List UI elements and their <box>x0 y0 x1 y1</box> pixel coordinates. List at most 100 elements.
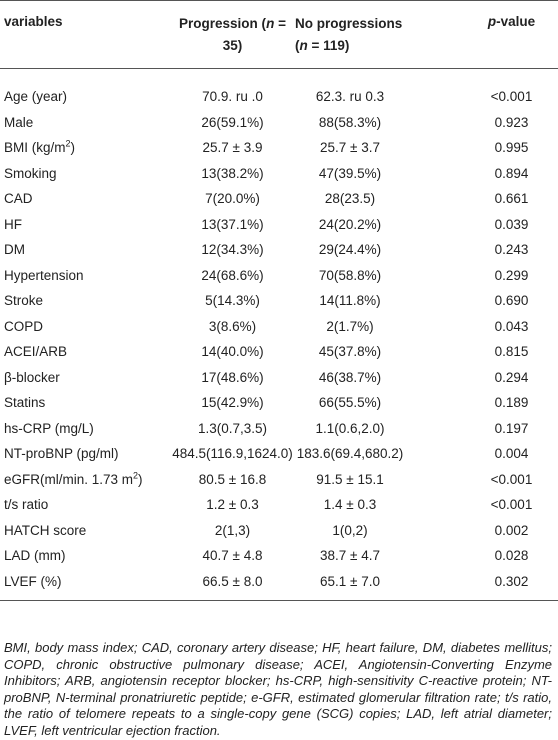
header-cell: variables <box>0 0 170 69</box>
table-row: BMI (kg/m2) 25.7 ± 3.9 25.7 ± 3.7 0.995 <box>0 135 558 161</box>
cell-text: LAD (mm) <box>4 548 66 564</box>
table-row: Hypertension 24(68.6%) 70(58.8%) 0.299 <box>0 263 558 289</box>
header-text: = 35) <box>222 15 286 53</box>
table-row: HATCH score 2(1,3) 1(0,2) 0.002 <box>0 518 558 544</box>
variable-cell: Stroke <box>0 288 170 314</box>
variable-cell: t/s ratio <box>0 492 170 518</box>
value-cell: 28(23.5) <box>324 191 376 207</box>
value-cell: 88(58.3%) <box>318 114 382 130</box>
value-cell: 24(20.2%) <box>318 216 382 232</box>
p-value-cell: <0.001 <box>490 497 533 513</box>
cell-text: NT-proBNP (pg/ml) <box>4 446 119 462</box>
value-cell: 5(14.3%) <box>205 293 260 309</box>
p-value-cell: 0.299 <box>494 267 529 283</box>
table-row: DM 12(34.3%) 29(24.4%) 0.243 <box>0 237 558 263</box>
variable-cell: Smoking <box>0 161 170 187</box>
cell-text: Stroke <box>4 293 44 309</box>
p-value-cell: <0.001 <box>490 89 533 105</box>
value-cell: 1(0,2) <box>332 522 368 538</box>
value-cell: 1.4 ± 0.3 <box>323 497 377 513</box>
value-cell: 65.1 ± 7.0 <box>295 568 405 601</box>
p-value-cell: 0.995 <box>494 140 529 156</box>
value-cell: 3(8.6%) <box>208 318 257 334</box>
p-value-cell: 0.028 <box>494 548 529 564</box>
p-value-cell: 0.189 <box>494 395 529 411</box>
value-cell: 12(34.3%) <box>201 242 264 258</box>
value-cell: 25.7 ± 3.9 <box>202 140 263 156</box>
value-cell: 66.5 ± 8.0 <box>170 568 295 601</box>
value-cell: 62.3. ru 0.3 <box>315 89 385 105</box>
header-cell: p-value <box>405 0 558 69</box>
variable-cell: eGFR(ml/min. 1.73 m2) <box>0 467 170 493</box>
value-cell: 2(1,3) <box>214 522 251 538</box>
table-row: β-blocker 17(48.6%) 46(38.7%) 0.294 <box>0 365 558 391</box>
p-value-cell: 0.004 <box>494 446 529 462</box>
variable-cell: DM <box>0 237 170 263</box>
variable-cell: HATCH score <box>0 518 170 544</box>
table-row: Age (year) 70.9. ru .0 62.3. ru 0.3 <0.001 <box>0 69 558 110</box>
header-cell: Progression (n = 35) <box>170 0 295 69</box>
value-cell: 46(38.7%) <box>318 369 382 385</box>
variable-cell: LVEF (%) <box>0 568 170 601</box>
cell-text: Hypertension <box>4 267 84 283</box>
p-value-cell: 0.294 <box>494 369 529 385</box>
table-row: t/s ratio 1.2 ± 0.3 1.4 ± 0.3 <0.001 <box>0 492 558 518</box>
p-value-cell: 0.923 <box>494 114 529 130</box>
value-cell: 47(39.5%) <box>318 165 382 181</box>
variable-cell: COPD <box>0 314 170 340</box>
value-cell: 7(20.0%) <box>205 191 260 207</box>
p-value-cell: <0.001 <box>490 471 533 487</box>
variable-cell: ACEI/ARB <box>0 339 170 365</box>
value-cell: 45(37.8%) <box>318 344 382 360</box>
p-value-cell: 0.043 <box>494 318 529 334</box>
header-text: = 119) <box>307 37 350 53</box>
value-cell: 14(11.8%) <box>319 293 381 309</box>
cell-text: Male <box>4 114 34 130</box>
variable-cell: CAD <box>0 186 170 212</box>
header-cell: No progressions (n = 119) <box>295 0 405 69</box>
superscript: 2 <box>65 138 71 149</box>
header-text: No progressions ( <box>295 15 403 53</box>
p-value-cell: 0.243 <box>494 242 529 258</box>
p-value-cell: 0.039 <box>494 216 529 232</box>
cell-text: Statins <box>4 395 46 411</box>
superscript: 2 <box>133 470 139 481</box>
cell-text: ) <box>138 471 143 487</box>
cell-text: Smoking <box>4 165 57 181</box>
value-cell: 66(55.5%) <box>318 395 382 411</box>
table-row: COPD 3(8.6%) 2(1.7%) 0.043 <box>0 314 558 340</box>
variable-cell: HF <box>0 212 170 238</box>
value-cell: 13(38.2%) <box>201 165 264 181</box>
table-row: LAD (mm) 40.7 ± 4.8 38.7 ± 4.7 0.028 <box>0 543 558 569</box>
value-cell: 70(58.8%) <box>318 267 382 283</box>
data-table: variables Progression (n = 35) No progre… <box>0 0 558 601</box>
header-text: -value <box>496 14 536 29</box>
header-row: variables Progression (n = 35) No progre… <box>0 0 558 69</box>
table-row: Stroke 5(14.3%) 14(11.8%) 0.690 <box>0 288 558 314</box>
p-value-cell: 0.002 <box>494 522 529 538</box>
header-text: p <box>487 14 497 29</box>
table-row: eGFR(ml/min. 1.73 m2) 80.5 ± 16.8 91.5 ± 1… <box>0 467 558 493</box>
cell-text: CAD <box>4 191 33 207</box>
variable-cell: LAD (mm) <box>0 543 170 569</box>
table-row: CAD 7(20.0%) 28(23.5) 0.661 <box>0 186 558 212</box>
value-cell: 26(59.1%) <box>201 114 264 130</box>
p-value-cell: 0.815 <box>494 344 529 360</box>
table-row: Male 26(59.1%) 88(58.3%) 0.923 <box>0 110 558 136</box>
table-row: Smoking 13(38.2%) 47(39.5%) 0.894 <box>0 161 558 187</box>
value-cell: 17(48.6%) <box>201 369 264 385</box>
header-text: n <box>266 15 275 31</box>
table-body: Age (year) 70.9. ru .0 62.3. ru 0.3 <0.001 M… <box>0 69 558 601</box>
cell-text: BMI (kg/m <box>4 140 66 156</box>
cell-text: hs-CRP (mg/L) <box>4 420 94 436</box>
variable-cell: β-blocker <box>0 365 170 391</box>
value-cell: 15(42.9%) <box>201 395 264 411</box>
p-value-cell: 0.690 <box>494 293 529 309</box>
value-cell: 13(37.1%) <box>201 216 264 232</box>
cell-text: HATCH score <box>4 522 87 538</box>
table-row: HF 13(37.1%) 24(20.2%) 0.039 <box>0 212 558 238</box>
cell-text: COPD <box>4 318 44 334</box>
p-value-cell: 0.661 <box>494 191 529 207</box>
value-cell: 91.5 ± 15.1 <box>316 471 384 487</box>
